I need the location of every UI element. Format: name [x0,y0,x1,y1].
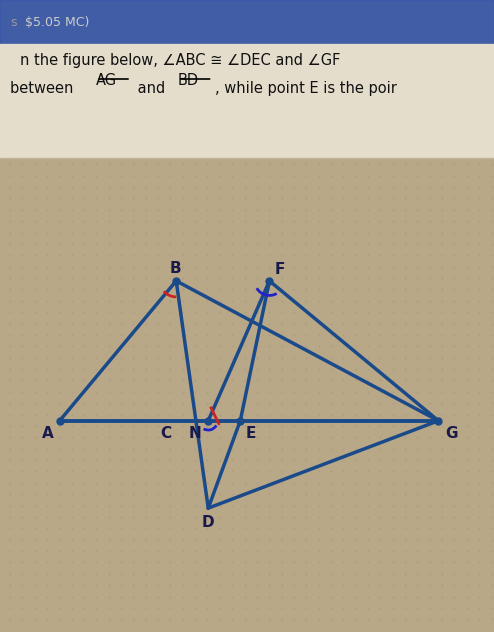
Text: N: N [189,426,202,441]
Text: s: s [10,16,16,28]
Text: BD: BD [178,73,199,88]
Text: and: and [133,81,170,96]
Text: A: A [42,426,54,441]
Text: n the figure below, ∠ABC ≅ ∠DEC and ∠GF: n the figure below, ∠ABC ≅ ∠DEC and ∠GF [20,52,340,68]
Text: $5.05 MC): $5.05 MC) [25,16,89,28]
Bar [0,44,494,158]
Text: AG: AG [96,73,118,88]
Bar [0,0,494,44]
Text: D: D [202,515,214,530]
Text: B: B [169,260,181,276]
Text: E: E [246,426,256,441]
Text: between: between [10,81,78,96]
Text: C: C [160,426,171,441]
Text: G: G [445,426,457,441]
Text: F: F [275,262,285,277]
Text: , while point E is the poir: , while point E is the poir [215,81,397,96]
Bar [0,158,494,632]
